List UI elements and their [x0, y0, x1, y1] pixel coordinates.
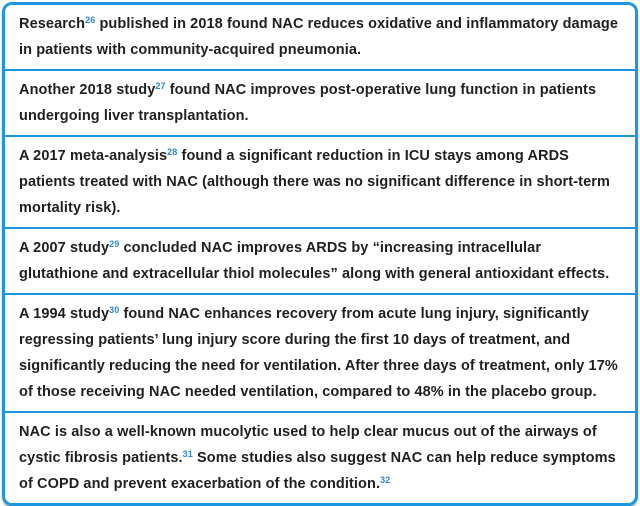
- study-note-text: concluded NAC improves ARDS by “increasi…: [19, 240, 610, 282]
- reference-link-31[interactable]: 31: [182, 449, 193, 459]
- reference-link-28[interactable]: 28: [167, 147, 178, 157]
- study-note-row: Another 2018 study27 found NAC improves …: [5, 71, 635, 137]
- study-note-text: A 1994 study: [19, 306, 110, 322]
- study-note-text: found a significant reduction in ICU sta…: [19, 148, 610, 216]
- study-note-text: found NAC enhances recovery from acute l…: [19, 306, 618, 400]
- study-note-text: found NAC improves post-operative lung f…: [19, 82, 597, 124]
- study-note-text: A 2017 meta-analysis: [19, 148, 168, 164]
- study-note-text: published in 2018 found NAC reduces oxid…: [19, 16, 618, 58]
- reference-link-30[interactable]: 30: [109, 305, 120, 315]
- reference-link-26[interactable]: 26: [85, 15, 96, 25]
- study-note-text: NAC is also a well-known mucolytic used …: [19, 424, 597, 466]
- reference-link-29[interactable]: 29: [109, 239, 120, 249]
- study-note-row: A 1994 study30 found NAC enhances recove…: [5, 295, 635, 413]
- reference-link-27[interactable]: 27: [155, 81, 166, 91]
- study-note-text: A 2007 study: [19, 240, 110, 256]
- reference-link-32[interactable]: 32: [380, 475, 391, 485]
- study-note-row: A 2007 study29 concluded NAC improves AR…: [5, 229, 635, 295]
- study-note-row: Research26 published in 2018 found NAC r…: [5, 5, 635, 71]
- study-note-row: A 2017 meta-analysis28 found a significa…: [5, 137, 635, 229]
- study-note-text: Research: [19, 16, 86, 32]
- study-note-text: Another 2018 study: [19, 82, 156, 98]
- study-note-row: NAC is also a well-known mucolytic used …: [5, 413, 635, 503]
